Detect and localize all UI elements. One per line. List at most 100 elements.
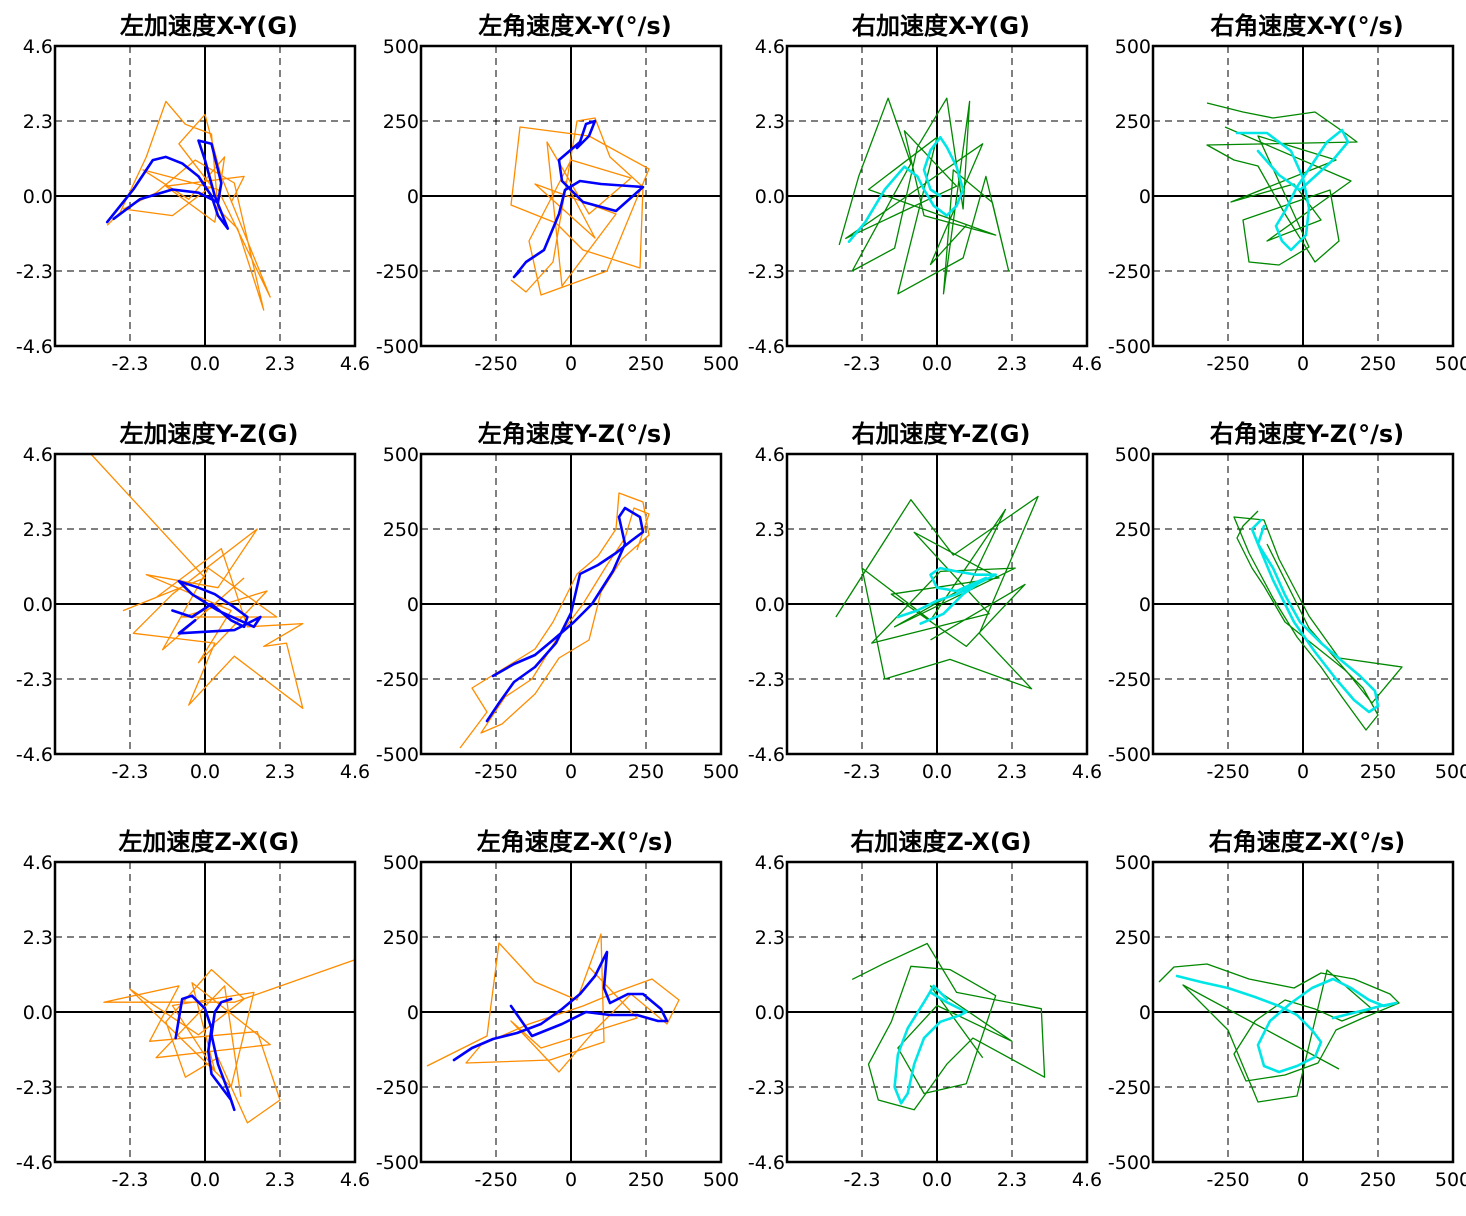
chart-panel: 左加速度Y-Z(G) 4.6 2.3 0.0 -2.3 -4.6 -2.3 0.0 2.3 4.6 [0, 408, 370, 808]
x-tick-label: 250 [628, 761, 664, 783]
y-tick-label: 0.0 [755, 186, 785, 208]
y-tick-label: 2.3 [755, 519, 785, 541]
x-tick-label: 0.0 [190, 761, 220, 783]
x-tick-label: -250 [474, 761, 517, 783]
x-tick-label: 0.0 [922, 1169, 952, 1191]
y-tick-label: -500 [1108, 744, 1151, 766]
x-tick-label: 4.6 [340, 761, 370, 783]
y-tick-label: 250 [1115, 519, 1151, 541]
y-tick-label: 0 [407, 1002, 419, 1024]
x-tick-label: 0.0 [190, 1169, 220, 1191]
x-tick-label: 0 [1297, 353, 1309, 375]
chart-svg: 左角速度Y-Z(°/s) 500 250 0 -250 -500 -250 0 250 500 [376, 420, 739, 783]
y-tick-label: -2.3 [16, 669, 53, 691]
x-tick-label: 4.6 [1072, 761, 1102, 783]
x-tick-label: 0 [565, 353, 577, 375]
y-tick-label: 500 [383, 852, 419, 874]
chart-panel: 左角速度X-Y(°/s) 500 250 0 -250 -500 -250 0 250 500 [366, 0, 739, 400]
x-tick-label: -250 [1206, 761, 1249, 783]
y-tick-label: 4.6 [23, 852, 53, 874]
plot-frame [419, 44, 723, 348]
chart-title: 右角速度Z-X(°/s) [1209, 828, 1405, 856]
y-tick-label: 0 [1139, 1002, 1151, 1024]
series-mean [485, 506, 645, 723]
series-trace [510, 117, 650, 296]
chart-title: 右加速度X-Y(G) [852, 12, 1030, 40]
y-tick-label: 0 [1139, 186, 1151, 208]
chart-panel: 右加速度X-Y(G) 4.6 2.3 0.0 -2.3 -4.6 -2.3 0.0 2.3 4.6 [732, 0, 1102, 400]
chart-svg: 右角速度Z-X(°/s) 500 250 0 -250 -500 -250 0 250 500 [1108, 828, 1466, 1191]
x-tick-label: 2.3 [997, 761, 1027, 783]
plot-frame [1151, 44, 1455, 348]
x-tick-label: 250 [1360, 1169, 1396, 1191]
y-tick-label: 2.3 [755, 927, 785, 949]
y-tick-label: 0 [1139, 594, 1151, 616]
y-tick-label: 4.6 [23, 36, 53, 58]
x-tick-label: -2.3 [111, 353, 148, 375]
chart-title: 左角速度Y-Z(°/s) [478, 420, 672, 448]
chart-panel: 右角速度Z-X(°/s) 500 250 0 -250 -500 -250 0 250 500 [1098, 816, 1466, 1216]
y-tick-label: 2.3 [755, 111, 785, 133]
x-tick-label: 500 [703, 761, 739, 783]
y-tick-label: -250 [376, 1077, 419, 1099]
series-mean [1235, 128, 1350, 252]
y-tick-label: 250 [1115, 927, 1151, 949]
series-mean [171, 579, 262, 635]
y-tick-label: -500 [1108, 1152, 1151, 1174]
y-tick-label: -4.6 [16, 336, 53, 358]
x-tick-label: -250 [1206, 1169, 1249, 1191]
y-tick-label: 0 [407, 594, 419, 616]
y-tick-label: 250 [383, 111, 419, 133]
x-tick-label: -2.3 [843, 353, 880, 375]
y-tick-label: -2.3 [748, 261, 785, 283]
x-tick-label: 250 [1360, 353, 1396, 375]
y-tick-label: -500 [376, 336, 419, 358]
y-tick-label: 250 [1115, 111, 1151, 133]
plot-frame [785, 452, 1089, 756]
chart-panel: 左加速度X-Y(G) 4.6 2.3 0.0 -2.3 -4.6 -2.3 0.0 2.3 4.6 [0, 0, 370, 400]
y-tick-label: -4.6 [748, 1152, 785, 1174]
x-tick-label: 250 [628, 1169, 664, 1191]
series-trace [1233, 510, 1403, 731]
chart-title: 右加速度Z-X(G) [850, 828, 1031, 856]
y-tick-label: -250 [376, 669, 419, 691]
y-tick-label: 0.0 [23, 1002, 53, 1024]
y-tick-label: -250 [376, 261, 419, 283]
y-tick-label: -2.3 [748, 669, 785, 691]
x-tick-label: -2.3 [843, 1169, 880, 1191]
chart-svg: 左加速度X-Y(G) 4.6 2.3 0.0 -2.3 -4.6 -2.3 0.0 2.3 4.6 [16, 12, 370, 375]
plot-frame [1151, 860, 1455, 1164]
series-trace [103, 959, 356, 1124]
plot-frame [419, 452, 723, 756]
y-tick-label: -2.3 [16, 1077, 53, 1099]
y-tick-label: -4.6 [748, 744, 785, 766]
chart-panel: 右加速度Z-X(G) 4.6 2.3 0.0 -2.3 -4.6 -2.3 0.0 2.3 4.6 [732, 816, 1102, 1216]
y-tick-label: 0 [407, 186, 419, 208]
x-tick-label: 500 [703, 353, 739, 375]
series-mean [896, 566, 998, 625]
series-mean [1250, 518, 1380, 714]
chart-svg: 右角速度Y-Z(°/s) 500 250 0 -250 -500 -250 0 250 500 [1108, 420, 1466, 783]
x-tick-label: -250 [474, 353, 517, 375]
y-tick-label: 4.6 [755, 852, 785, 874]
series-trace [106, 100, 271, 311]
x-tick-label: 500 [1435, 353, 1466, 375]
x-tick-label: -250 [1206, 353, 1249, 375]
plot-frame [785, 860, 1089, 1164]
y-tick-label: -250 [1108, 261, 1151, 283]
y-tick-label: 0.0 [23, 186, 53, 208]
series-trace [90, 453, 304, 709]
chart-panel: 右角速度Y-Z(°/s) 500 250 0 -250 -500 -250 0 250 500 [1098, 408, 1466, 808]
y-tick-label: 250 [383, 927, 419, 949]
chart-svg: 右角速度X-Y(°/s) 500 250 0 -250 -500 -250 0 250 500 [1108, 12, 1466, 375]
chart-svg: 左加速度Z-X(G) 4.6 2.3 0.0 -2.3 -4.6 -2.3 0.0 2.3 4.6 [16, 828, 370, 1191]
y-tick-label: 250 [383, 519, 419, 541]
series-trace [459, 492, 650, 749]
series-mean [847, 136, 965, 243]
y-tick-label: 0.0 [755, 1002, 785, 1024]
y-tick-label: -250 [1108, 669, 1151, 691]
chart-svg: 右加速度Y-Z(G) 4.6 2.3 0.0 -2.3 -4.6 -2.3 0.0 2.3 4.6 [748, 420, 1102, 783]
series-mean [512, 119, 645, 279]
y-tick-label: 0.0 [755, 594, 785, 616]
